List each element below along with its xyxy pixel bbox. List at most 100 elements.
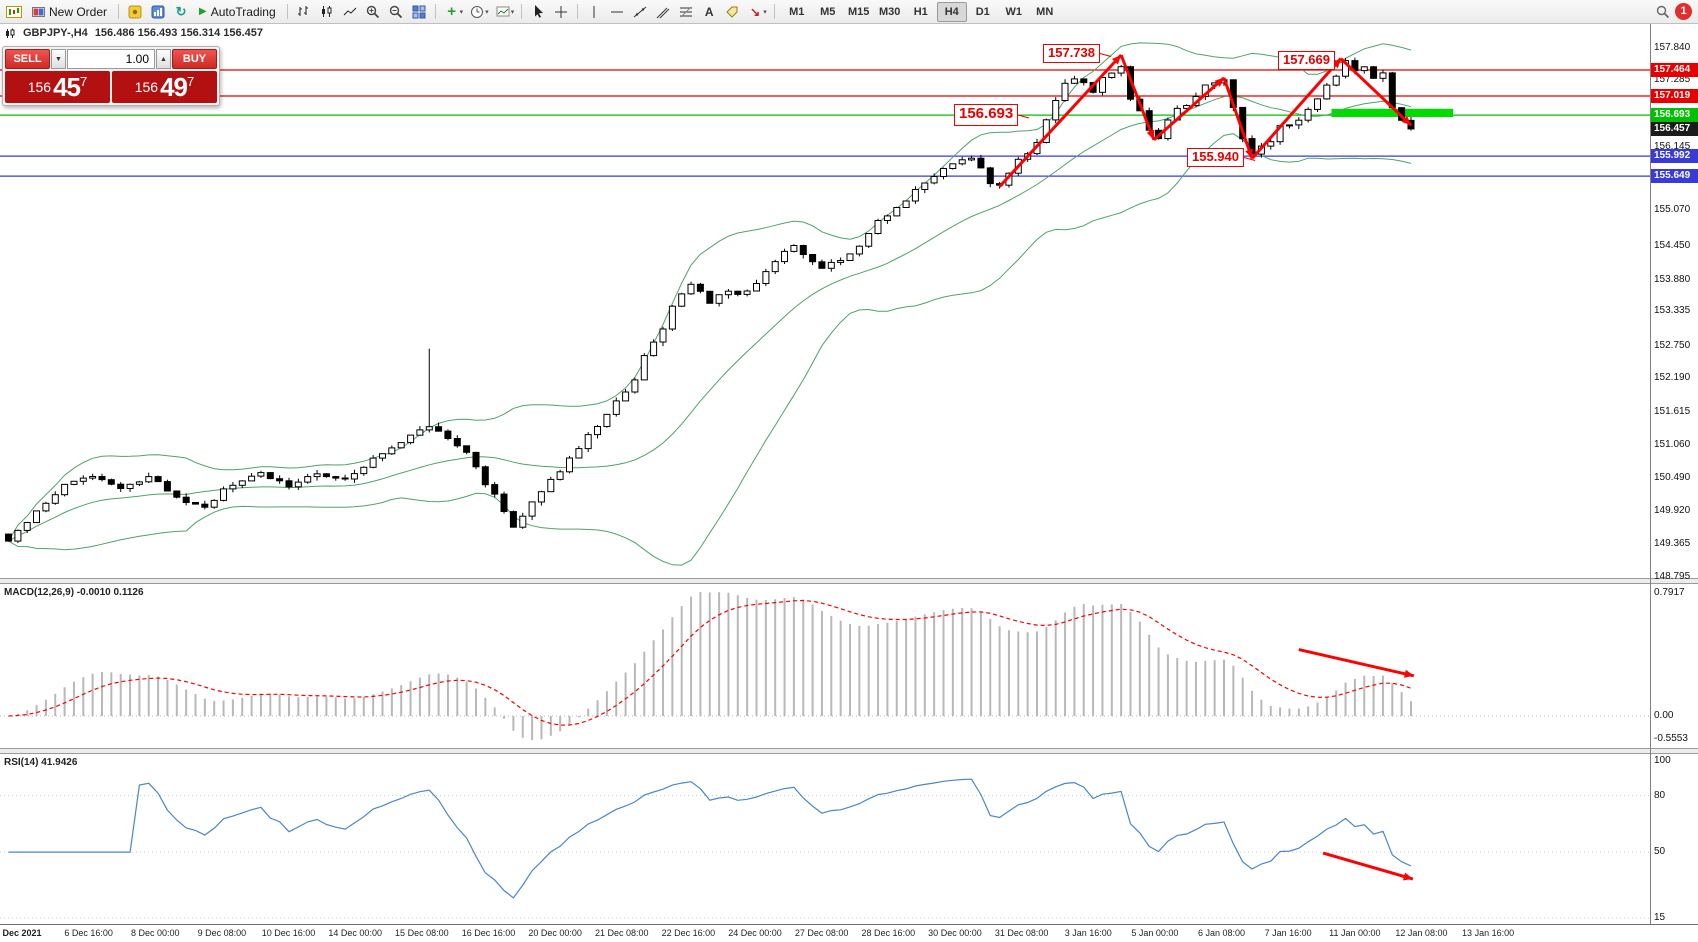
timeframe-m5[interactable]: M5	[820, 5, 836, 18]
timeframe-m30[interactable]: M30	[879, 5, 901, 18]
new-order-button[interactable]: New Order	[26, 2, 113, 22]
dropdown-caret-icon[interactable]: ▾	[510, 8, 515, 16]
dropdown-caret-icon[interactable]: ▾	[485, 8, 489, 16]
candle-body	[294, 481, 302, 488]
timeframe-mn[interactable]: MN	[1036, 5, 1054, 18]
tile-windows-icon[interactable]	[408, 2, 430, 22]
candle-body	[1267, 141, 1275, 147]
timeframe-h4[interactable]: H4	[936, 1, 967, 22]
candlestick-chart-icon[interactable]	[316, 2, 338, 22]
candle-body	[248, 475, 256, 482]
candle-body	[968, 157, 975, 161]
trend-arrow[interactable]	[1339, 57, 1413, 127]
line-chart-icon[interactable]	[339, 2, 361, 22]
candle-body	[650, 341, 658, 357]
candle-body	[238, 480, 246, 486]
new-chart-icon[interactable]	[3, 2, 25, 22]
refresh-icon[interactable]: ↻	[170, 2, 192, 22]
notification-badge[interactable]: 1	[1675, 3, 1692, 20]
candle-body	[771, 261, 779, 273]
zoom-out-icon[interactable]	[385, 2, 407, 22]
timeframe-w1[interactable]: W1	[1005, 5, 1022, 18]
candle-body	[1052, 100, 1060, 121]
cursor-icon[interactable]	[527, 2, 549, 22]
candle-body	[612, 400, 620, 415]
candle-body	[846, 253, 854, 261]
trend-arrowhead	[1112, 55, 1122, 65]
sell-price-display[interactable]: 156 45 7	[5, 71, 110, 103]
trend-arrow[interactable]	[1222, 77, 1254, 160]
channel-icon[interactable]	[652, 2, 674, 22]
volume-decrease-button[interactable]: ▼	[51, 49, 66, 69]
volume-increase-button[interactable]: ▲	[156, 49, 171, 69]
trend-arrow[interactable]	[998, 54, 1123, 188]
label-tool-icon[interactable]	[721, 2, 743, 22]
horizontal-line-icon[interactable]	[606, 2, 628, 22]
bar-chart-icon[interactable]	[293, 2, 315, 22]
candle-body	[1286, 124, 1293, 127]
timeframe-m1[interactable]: M1	[789, 5, 805, 18]
candle-body	[61, 483, 69, 496]
candle-body	[874, 220, 882, 234]
candle-body	[687, 283, 695, 295]
candle-body	[304, 476, 312, 483]
candle-body	[1304, 108, 1312, 121]
support-zone[interactable]	[1331, 108, 1454, 117]
candle-body	[444, 430, 452, 440]
buy-price-display[interactable]: 156 49 7	[112, 71, 217, 103]
candle-body	[809, 254, 817, 263]
candle-body	[584, 434, 592, 450]
trendline-icon[interactable]	[629, 2, 651, 22]
fibonacci-icon[interactable]	[675, 2, 697, 22]
search-icon[interactable]	[1652, 2, 1674, 22]
candle-body	[883, 215, 891, 221]
candle-body	[313, 473, 321, 478]
templates-icon[interactable]	[492, 2, 514, 22]
candle-body	[818, 261, 826, 269]
candle-body	[1332, 75, 1340, 86]
candle-body	[734, 290, 742, 295]
vertical-line-icon[interactable]	[583, 2, 605, 22]
strategy-tester-icon[interactable]	[147, 2, 169, 22]
periods-icon[interactable]	[466, 2, 488, 22]
trend-arrow[interactable]	[1152, 76, 1225, 141]
ohlc-values: 156.486 156.493 156.314 156.457	[94, 27, 264, 39]
timeframe-toolbar: M1 M5 M15 M30 H1 H4 D1 W1 MN	[782, 1, 1060, 22]
arrows-tool-icon[interactable]: ↘	[744, 2, 766, 22]
autotrading-button[interactable]: ▶ AutoTrading	[193, 2, 282, 22]
trend-arrowhead	[1404, 669, 1414, 678]
sell-button[interactable]: SELL	[5, 49, 50, 69]
buy-button[interactable]: BUY	[172, 49, 217, 69]
candle-body	[341, 477, 349, 480]
candle-body	[360, 466, 368, 475]
candle-body	[622, 391, 630, 402]
macd-panel	[0, 592, 1650, 740]
candle-body	[537, 491, 545, 503]
candle-body	[678, 293, 686, 307]
indicators-icon[interactable]: +	[441, 2, 463, 22]
candle-body	[958, 159, 966, 165]
expert-advisors-icon[interactable]	[124, 2, 146, 22]
autotrading-label: AutoTrading	[210, 4, 276, 19]
candle-body	[266, 472, 274, 480]
trend-arrow[interactable]	[1250, 57, 1342, 160]
timeframe-m15[interactable]: M15	[848, 5, 870, 18]
trend-arrow[interactable]	[1322, 851, 1414, 881]
timeframe-d1[interactable]: D1	[975, 5, 990, 18]
volume-input[interactable]	[67, 49, 155, 69]
dropdown-caret-icon[interactable]: ▾	[763, 8, 767, 16]
trend-arrow[interactable]	[1298, 648, 1415, 678]
candle-body	[14, 529, 22, 542]
candle-body	[1360, 66, 1368, 72]
timeframe-h1[interactable]: H1	[913, 5, 928, 18]
trend-arrow[interactable]	[1119, 54, 1156, 141]
panel-splitter[interactable]	[0, 748, 1698, 754]
crosshair-icon[interactable]	[550, 2, 572, 22]
panel-splitter[interactable]	[0, 578, 1698, 584]
dropdown-caret-icon[interactable]: ▾	[459, 8, 464, 16]
candle-body	[603, 413, 611, 427]
zoom-in-icon[interactable]	[362, 2, 384, 22]
text-tool-icon[interactable]: A	[698, 2, 720, 22]
bollinger-middle-band	[8, 95, 1412, 542]
